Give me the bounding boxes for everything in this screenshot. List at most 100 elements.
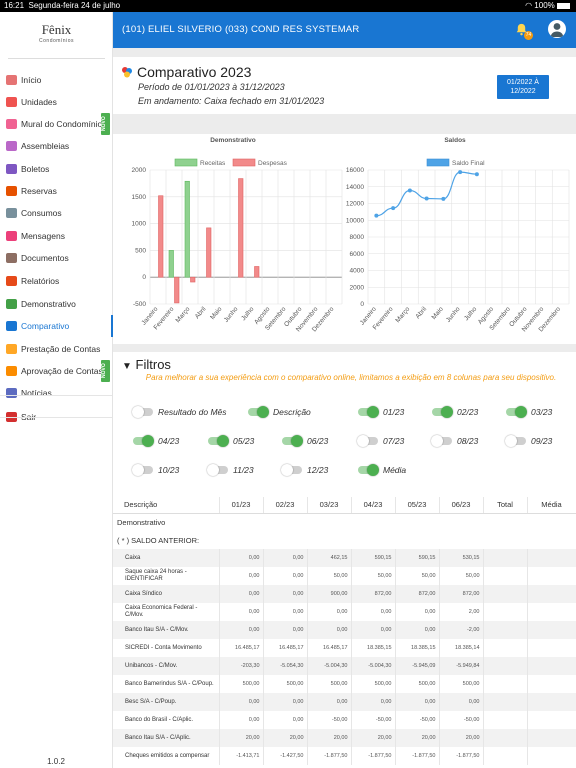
bar-despesas <box>190 276 196 283</box>
toggle-switch[interactable] <box>132 464 153 476</box>
status-bar: 16:21 Segunda-feira 24 de julho ◠ 100% <box>0 0 576 12</box>
sidebar-item-reservas[interactable]: Reservas <box>0 180 112 202</box>
table-cell: -50,00 <box>307 711 352 729</box>
toggle-switch[interactable] <box>207 464 228 476</box>
toggle-descricao[interactable]: Descrição <box>248 405 311 419</box>
table-cell: 0,00 <box>263 567 308 585</box>
toggle-switch[interactable] <box>281 464 302 476</box>
avatar[interactable] <box>548 20 566 38</box>
x-tick-label: Abril <box>194 305 208 320</box>
table-cell <box>527 747 576 765</box>
toggle-switch[interactable] <box>432 406 453 418</box>
toggle-11-23[interactable]: 11/23 <box>207 463 254 477</box>
data-point <box>407 188 412 193</box>
x-tick-label: Julho <box>463 305 479 322</box>
user-icon <box>550 23 564 37</box>
toggle-switch[interactable] <box>506 406 527 418</box>
sidebar-item-unidades[interactable]: Unidades <box>0 91 112 113</box>
sidebar-item-aprovacao-de-contas[interactable]: Aprovação de Contas NOVO <box>0 360 112 382</box>
toggle-switch[interactable] <box>358 464 379 476</box>
toggle-09-23[interactable]: 09/23 <box>505 434 552 448</box>
table-cell: -2,00 <box>439 621 484 639</box>
table-cell: 16.485,17 <box>307 639 352 657</box>
toggle-switch[interactable] <box>358 406 379 418</box>
legend-label: Saldo Final <box>452 160 485 167</box>
charts-panel: Demonstrativo Receitas Despesas 2000 1500 100… <box>113 134 576 344</box>
sidebar-item-label: Documentos <box>21 253 69 263</box>
home-icon <box>6 75 17 85</box>
toggle-12-23[interactable]: 12/23 <box>281 463 328 477</box>
toggle-switch[interactable] <box>431 435 452 447</box>
table-cell <box>483 675 528 693</box>
app-version: 1.0.2 <box>47 757 65 766</box>
toggle-knob <box>357 435 369 447</box>
data-point <box>391 206 396 211</box>
table-cell: 0,00 <box>351 603 396 621</box>
megaphone-icon <box>6 119 17 129</box>
toggle-resultado-do-mes[interactable]: Resultado do Mês <box>132 405 227 419</box>
section-label: Demonstrativo <box>113 513 576 531</box>
row-description: Unibancos - C/Mov. <box>113 657 220 675</box>
sidebar-item-mural-do-condominio[interactable]: Mural do Condomínio NOVO <box>0 113 112 135</box>
x-tick-label: Junho <box>445 305 462 323</box>
legend-swatch <box>426 158 450 167</box>
y-tick-label: 0 <box>142 274 146 281</box>
toggle-media[interactable]: Média <box>358 463 406 477</box>
sidebar-item-comparativo[interactable]: Comparativo <box>0 315 113 337</box>
x-tick-label: Março <box>394 305 411 324</box>
table-cell: 50,00 <box>395 567 440 585</box>
toggle-knob <box>515 406 527 418</box>
previous-period-button[interactable]: 01/2022 À 12/2022 <box>497 75 549 99</box>
toggle-switch[interactable] <box>132 406 153 418</box>
toggle-10-23[interactable]: 10/23 <box>132 463 179 477</box>
toggle-04-23[interactable]: 04/23 <box>133 434 179 448</box>
saldos-chart: Saldos Saldo Final 16000 14000 12000 10000 800… <box>346 137 570 333</box>
row-description: SICREDI - Conta Movimento <box>113 639 220 657</box>
toggle-knob <box>207 464 219 476</box>
sidebar-item-noticias[interactable]: Notícias <box>0 382 112 404</box>
bar-receitas <box>168 250 174 278</box>
toggle-switch[interactable] <box>248 406 269 418</box>
toggle-08-23[interactable]: 08/23 <box>431 434 478 448</box>
toggle-03-23[interactable]: 03/23 <box>506 405 552 419</box>
toggle-06-23[interactable]: 06/23 <box>282 434 328 448</box>
toggle-05-23[interactable]: 05/23 <box>208 434 254 448</box>
bar-despesas <box>254 266 260 278</box>
sidebar-item-mensagens[interactable]: Mensagens <box>0 225 112 247</box>
table-cell <box>483 729 528 747</box>
sidebar-item-demonstrativo[interactable]: Demonstrativo <box>0 293 112 315</box>
y-tick-label: 500 <box>135 247 146 254</box>
table-cell: 0,00 <box>307 621 352 639</box>
sidebar-item-relatorios[interactable]: Relatórios <box>0 270 112 292</box>
toggle-switch[interactable] <box>505 435 526 447</box>
sidebar-item-documentos[interactable]: Documentos <box>0 247 112 269</box>
table-cell: -5.945,09 <box>395 657 440 675</box>
sidebar-item-assembleias[interactable]: Assembleias <box>0 135 112 157</box>
data-point <box>424 196 429 201</box>
y-tick-label: 14000 <box>346 184 364 191</box>
sidebar-item-label: Consumos <box>21 208 62 218</box>
toggle-label: 03/23 <box>531 407 553 417</box>
table-cell: 0,00 <box>439 693 484 711</box>
toggle-01-23[interactable]: 01/23 <box>358 405 404 419</box>
toggle-switch[interactable] <box>133 435 154 447</box>
toggle-07-23[interactable]: 07/23 <box>357 434 404 448</box>
table-cell <box>527 693 576 711</box>
data-point <box>458 170 463 175</box>
notifications-button[interactable]: 74 <box>515 23 533 41</box>
sidebar-item-label: Relatórios <box>21 276 60 286</box>
sidebar-item-consumos[interactable]: Consumos <box>0 202 112 224</box>
row-description: Banco Itau S/A - C/Mov. <box>113 621 220 639</box>
table-cell <box>527 549 576 567</box>
table-row: Caixa Economica Federal - C/Mov. 0,00 0,00… <box>113 603 576 621</box>
toggle-switch[interactable] <box>208 435 229 447</box>
toggle-switch[interactable] <box>357 435 378 447</box>
main-content: Comparativo 2023 Período de 01/01/2023 à… <box>113 48 576 768</box>
sidebar-item-prestacao-de-contas[interactable]: Prestação de Contas <box>0 338 112 360</box>
toggle-02-23[interactable]: 02/23 <box>432 405 478 419</box>
sidebar-item-inicio[interactable]: Início <box>0 69 112 91</box>
sidebar-item-boletos[interactable]: Boletos <box>0 158 112 180</box>
toggle-switch[interactable] <box>282 435 303 447</box>
table-cell: -1.427,50 <box>263 747 308 765</box>
row-description: Banco Bamerindus S/A - C/Poup. <box>113 675 220 693</box>
